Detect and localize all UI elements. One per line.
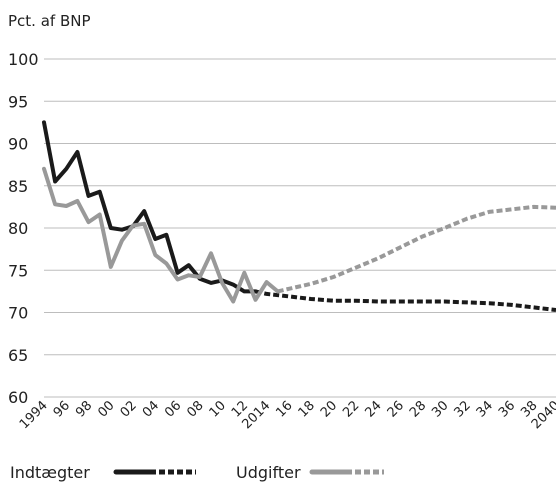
y-tick-label: 85 <box>8 177 28 196</box>
x-tick-label: 20 <box>318 398 340 420</box>
x-tick-label: 98 <box>73 398 95 420</box>
y-tick-label: 80 <box>8 219 28 238</box>
x-tick-label: 16 <box>273 398 295 420</box>
x-tick-label: 34 <box>474 398 496 420</box>
series-line-udgifter-projection <box>277 204 556 294</box>
y-tick-labels: 100 95 90 85 80 75 70 65 60 <box>8 50 39 407</box>
y-tick-label: 75 <box>8 261 28 280</box>
x-tick-label: 28 <box>407 398 429 420</box>
x-tick-label: 26 <box>385 398 407 420</box>
x-tick-label: 30 <box>429 398 451 420</box>
x-tick-label: 00 <box>95 398 117 420</box>
series-line-indtgter-actual <box>42 120 258 294</box>
series-line-indtgter-projection <box>255 289 556 312</box>
x-tick-label: 24 <box>362 398 384 420</box>
series-line-udgifter-actual <box>42 166 280 304</box>
legend-label-indtaegter: Indtægter <box>10 463 90 482</box>
y-tick-label: 65 <box>8 346 28 365</box>
legend: Indtægter Udgifter <box>10 463 384 482</box>
legend-label-udgifter: Udgifter <box>236 463 301 482</box>
x-tick-label: 22 <box>340 398 362 420</box>
y-tick-label: 95 <box>8 92 28 111</box>
x-tick-label: 10 <box>207 398 229 420</box>
x-tick-label: 32 <box>451 398 473 420</box>
series-lines <box>42 120 556 312</box>
y-tick-label: 90 <box>8 135 28 154</box>
y-tick-label: 70 <box>8 304 28 323</box>
y-tick-label: 100 <box>8 50 39 69</box>
x-tick-label: 36 <box>496 398 518 420</box>
x-tick-label: 02 <box>118 398 140 420</box>
x-tick-label: 06 <box>162 398 184 420</box>
x-tick-label: 08 <box>184 398 206 420</box>
x-tick-label: 18 <box>296 398 318 420</box>
y-axis-unit-label: Pct. af BNP <box>8 12 91 30</box>
x-tick-label: 04 <box>140 398 162 420</box>
y-tick-label: 60 <box>8 388 28 407</box>
x-tick-label: 96 <box>51 398 73 420</box>
